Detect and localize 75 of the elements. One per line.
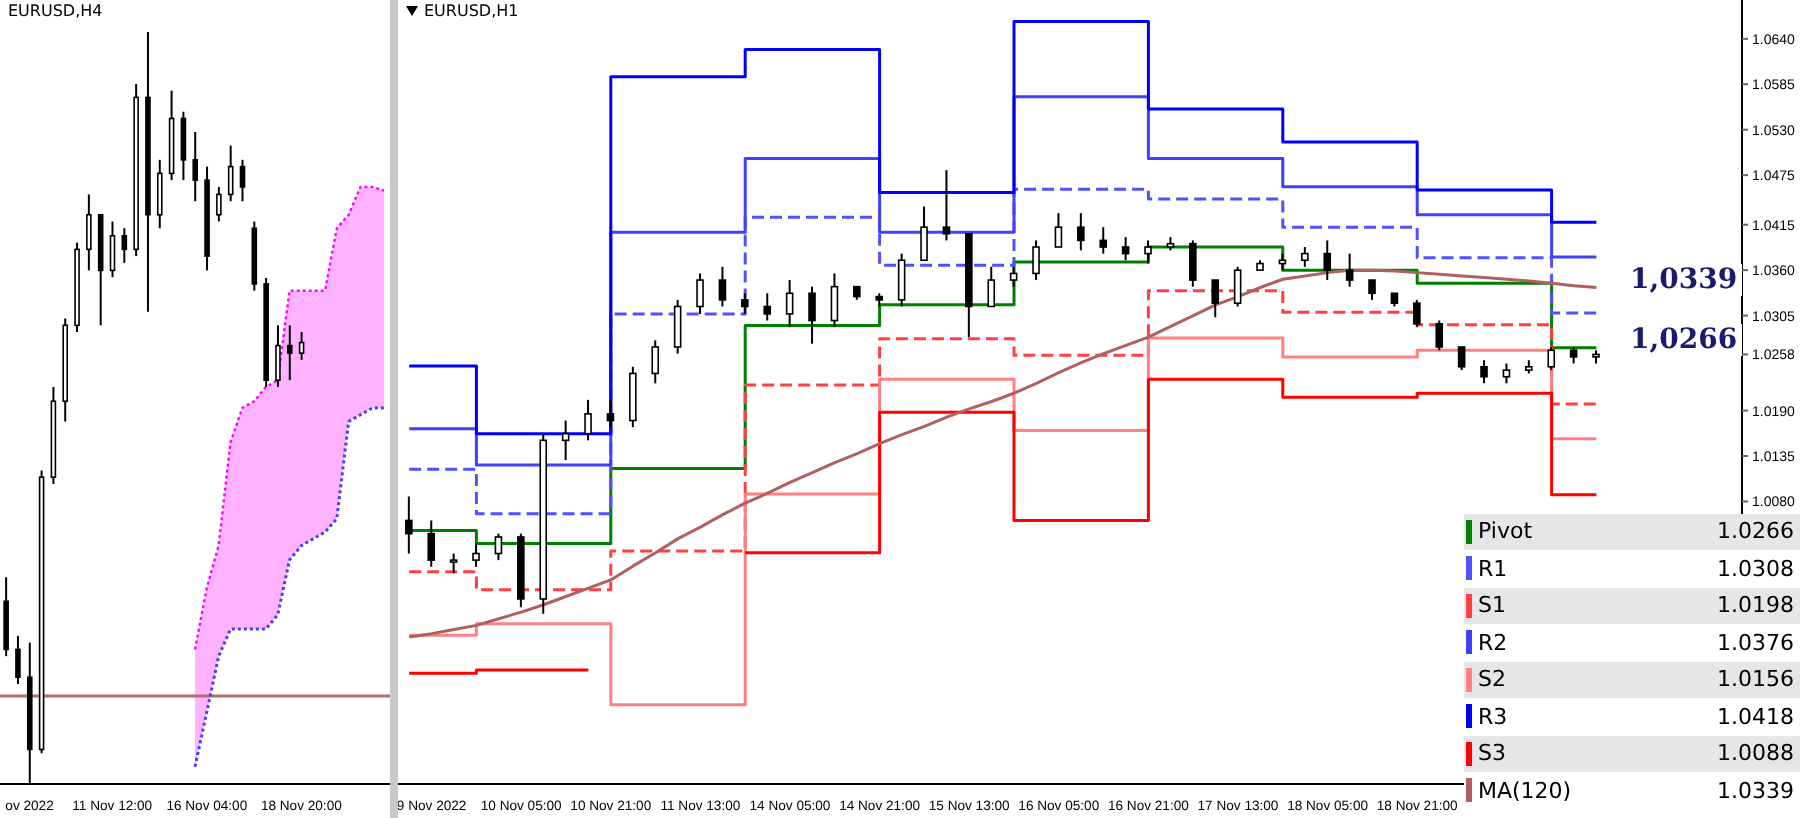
annotation: 1,0266 xyxy=(1626,324,1742,356)
legend-label: R1 xyxy=(1478,555,1510,582)
candlestick xyxy=(286,324,293,382)
candlestick xyxy=(472,542,480,568)
candlestick xyxy=(405,495,413,555)
legend-label: Pivot xyxy=(1478,518,1535,545)
candlestick xyxy=(830,272,839,329)
candlestick xyxy=(86,193,92,272)
annotation: 1.0156 xyxy=(1715,666,1796,693)
candlestick xyxy=(584,398,592,442)
candlestick xyxy=(1368,279,1376,301)
candlestick xyxy=(15,634,21,685)
legend-label: R2 xyxy=(1478,629,1510,656)
candlestick xyxy=(1211,279,1220,319)
candlestick xyxy=(808,285,816,345)
candlestick xyxy=(1502,362,1511,385)
candlestick xyxy=(109,220,116,279)
candlestick xyxy=(1435,319,1444,352)
candlestick xyxy=(897,252,906,308)
candlestick xyxy=(763,292,772,322)
candlestick xyxy=(673,298,682,355)
annotation: 1.0266 xyxy=(1715,518,1796,545)
candlestick xyxy=(1189,239,1197,288)
annotation: 1.0088 xyxy=(1715,740,1796,767)
candlestick xyxy=(1480,359,1488,385)
candlestick xyxy=(1054,212,1063,249)
candlestick xyxy=(1323,239,1332,282)
candlestick xyxy=(920,205,928,262)
candlestick xyxy=(606,398,615,429)
candlestick xyxy=(275,324,281,388)
candlestick xyxy=(987,265,996,308)
candlestick xyxy=(427,519,436,568)
candlestick xyxy=(1121,236,1130,262)
legend-label: MA(120) xyxy=(1478,777,1574,804)
candlestick xyxy=(561,419,570,462)
candlestick xyxy=(239,158,246,203)
candlestick xyxy=(227,144,234,203)
candlestick xyxy=(1547,345,1556,372)
candlestick xyxy=(1457,345,1466,372)
candlestick xyxy=(1233,265,1242,308)
candlestick xyxy=(696,272,704,315)
annotation: 1.0418 xyxy=(1715,703,1796,730)
annotation: 1,0339 xyxy=(1626,264,1742,296)
candlestick xyxy=(192,131,199,203)
candlestick xyxy=(449,552,458,575)
legend-label: S1 xyxy=(1478,592,1508,619)
annotation: 1.0376 xyxy=(1715,629,1796,656)
chart-title: EURUSD,H4 xyxy=(8,2,103,20)
candlestick xyxy=(1345,252,1354,288)
candlestick xyxy=(494,532,503,562)
candlestick xyxy=(1032,239,1040,282)
legend-label: R3 xyxy=(1478,703,1510,730)
chart-title: EURUSD,H1 xyxy=(424,2,519,20)
candlestick xyxy=(1009,265,1018,288)
candlestick xyxy=(741,292,749,315)
candlestick xyxy=(942,169,951,242)
annotation: 1.0339 xyxy=(1715,777,1796,804)
candlestick xyxy=(180,110,187,182)
candlestick xyxy=(1144,239,1152,265)
legend-label: S3 xyxy=(1478,740,1508,767)
candlestick xyxy=(718,265,727,308)
candlestick xyxy=(1413,298,1421,329)
candlestick xyxy=(651,339,660,385)
candlestick xyxy=(785,279,794,329)
candlestick xyxy=(121,227,128,264)
candlestick xyxy=(216,185,222,223)
annotation: 1.0198 xyxy=(1715,592,1796,619)
candlestick xyxy=(298,331,305,361)
candlestick xyxy=(629,365,637,429)
candlestick xyxy=(156,158,163,230)
candlestick xyxy=(1301,246,1309,268)
candlestick xyxy=(1077,212,1085,252)
annotation: 1.0308 xyxy=(1715,555,1796,582)
legend-label: S2 xyxy=(1478,666,1508,693)
candlestick xyxy=(1099,226,1108,255)
